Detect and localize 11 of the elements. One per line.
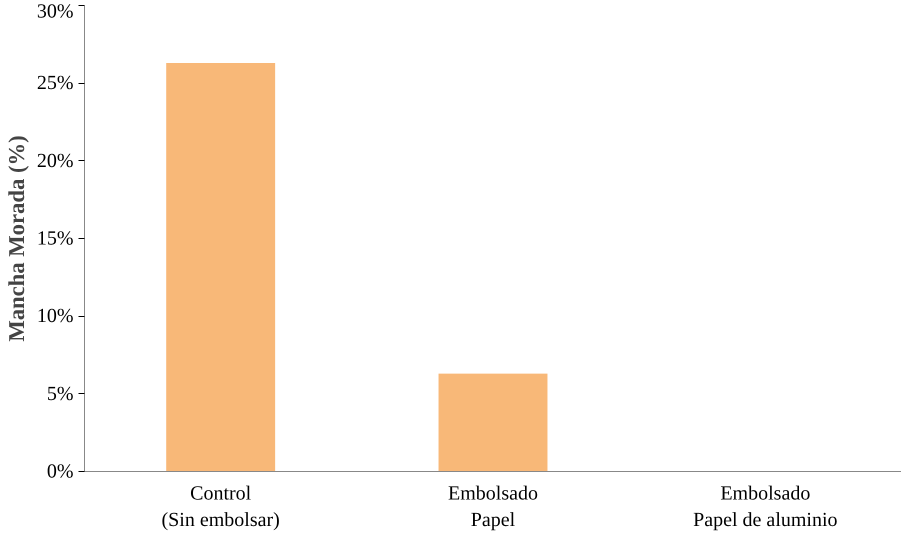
y-tick-label: 5%: [46, 382, 74, 405]
y-axis-title: Mancha Morada (%): [4, 135, 29, 342]
y-tick-label: 15%: [36, 228, 74, 250]
y-tick-label: 25%: [36, 72, 74, 94]
y-tick-label: 20%: [36, 150, 74, 172]
y-tick-label: 0%: [46, 460, 74, 482]
y-tick-label: 10%: [36, 305, 74, 328]
x-tick-label: Embolsado Papel: [448, 482, 538, 531]
y-tick-label: 30%: [36, 0, 74, 22]
x-tick-label: Control (Sin embolsar): [162, 482, 280, 531]
x-tick-label: Embolsado Papel de aluminio: [693, 482, 838, 531]
